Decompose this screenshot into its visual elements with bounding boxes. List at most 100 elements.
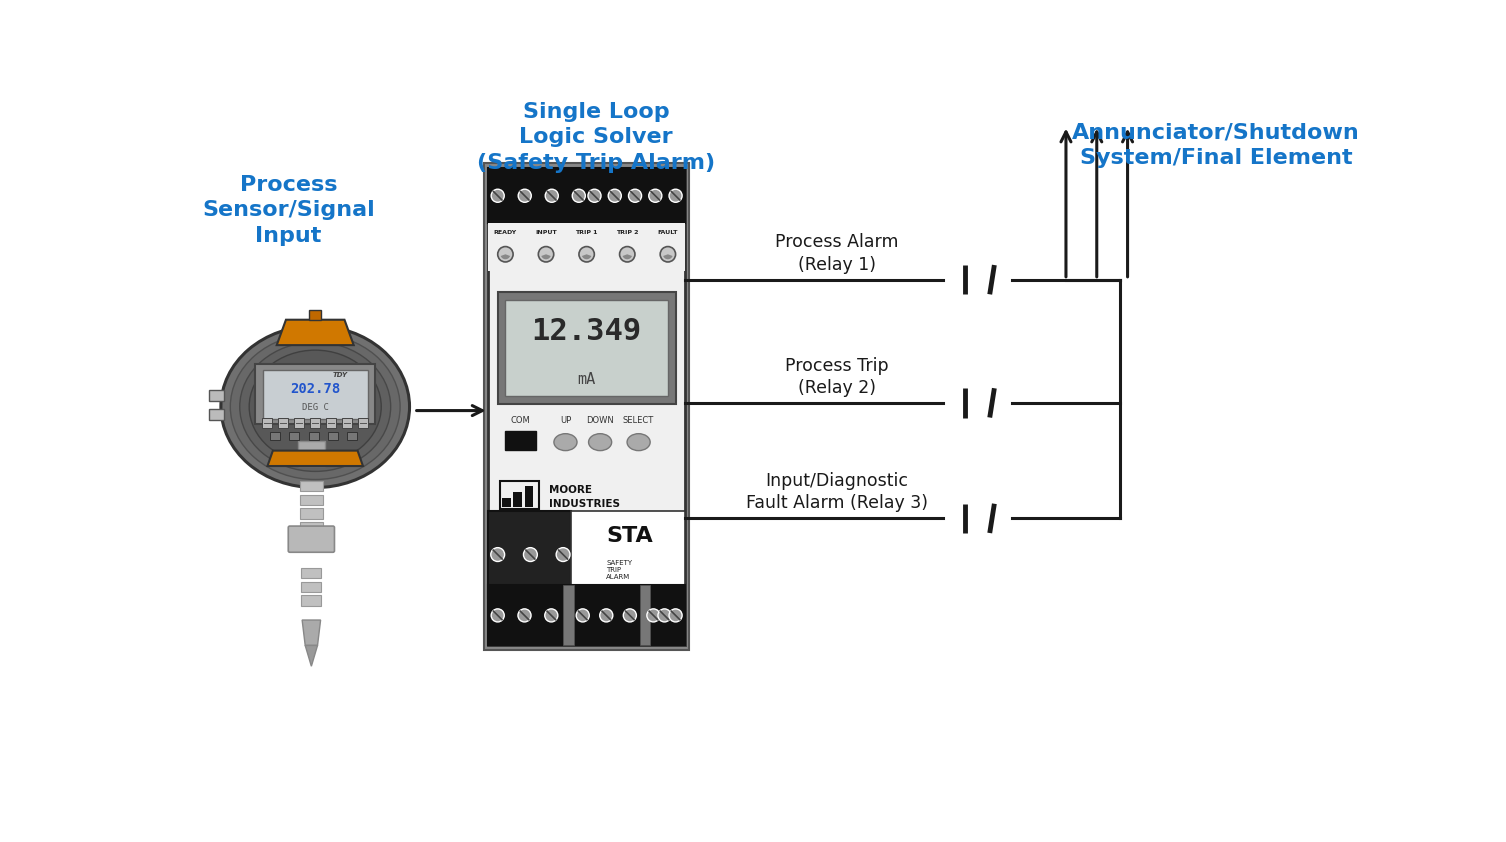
Text: STA: STA	[607, 525, 654, 546]
Ellipse shape	[230, 334, 401, 479]
Circle shape	[658, 609, 672, 622]
Bar	[298, 441, 325, 466]
Bar	[300, 481, 322, 492]
Bar	[488, 168, 685, 646]
Bar	[301, 595, 321, 606]
Bar	[506, 431, 536, 450]
Bar	[294, 418, 304, 429]
Text: 12.349: 12.349	[532, 317, 642, 345]
FancyBboxPatch shape	[264, 370, 367, 419]
Bar	[309, 311, 321, 320]
Circle shape	[497, 247, 514, 262]
Bar	[503, 498, 511, 507]
Circle shape	[608, 189, 622, 202]
Text: DEG C: DEG C	[301, 403, 328, 412]
Bar	[483, 163, 690, 650]
Circle shape	[545, 609, 557, 622]
Bar	[209, 409, 224, 420]
FancyBboxPatch shape	[255, 365, 375, 424]
Circle shape	[491, 609, 505, 622]
Wedge shape	[622, 254, 633, 259]
Circle shape	[649, 189, 661, 202]
Bar	[289, 432, 300, 440]
Bar	[497, 292, 676, 403]
Text: mA: mA	[577, 371, 596, 386]
Circle shape	[628, 189, 642, 202]
Ellipse shape	[248, 350, 381, 463]
Circle shape	[669, 609, 682, 622]
Bar	[506, 300, 667, 396]
Circle shape	[524, 547, 538, 562]
Bar	[488, 168, 685, 223]
Text: FAULT: FAULT	[658, 230, 678, 235]
Bar	[209, 390, 224, 401]
Text: Process Alarm
(Relay 1): Process Alarm (Relay 1)	[776, 233, 899, 274]
Text: Process Trip
(Relay 2): Process Trip (Relay 2)	[785, 356, 889, 397]
Text: SELECT: SELECT	[623, 416, 654, 425]
Circle shape	[572, 189, 586, 202]
Circle shape	[556, 547, 569, 562]
Ellipse shape	[239, 342, 390, 472]
Bar	[279, 418, 288, 429]
Ellipse shape	[221, 326, 410, 488]
Bar	[300, 509, 322, 520]
Circle shape	[518, 609, 532, 622]
Bar	[309, 432, 319, 440]
Circle shape	[599, 609, 613, 622]
Text: INPUT: INPUT	[535, 230, 557, 235]
Bar	[300, 522, 322, 533]
Text: Single Loop
Logic Solver
(Safety Trip Alarm): Single Loop Logic Solver (Safety Trip Al…	[477, 102, 715, 173]
Text: TRIP 2: TRIP 2	[616, 230, 639, 235]
Bar	[310, 418, 319, 429]
Wedge shape	[663, 254, 673, 259]
Ellipse shape	[554, 434, 577, 450]
Text: Annunciator/Shutdown
System/Final Element: Annunciator/Shutdown System/Final Elemen…	[1072, 122, 1360, 168]
Polygon shape	[303, 620, 321, 646]
Circle shape	[669, 189, 682, 202]
Bar	[325, 418, 336, 429]
Circle shape	[619, 247, 636, 262]
Text: MOORE: MOORE	[548, 485, 592, 495]
Circle shape	[660, 247, 676, 262]
Text: COM: COM	[511, 416, 530, 425]
Text: TRIP 1: TRIP 1	[575, 230, 598, 235]
Bar	[301, 568, 321, 578]
Bar	[348, 432, 357, 440]
Bar	[500, 482, 539, 509]
Bar	[563, 585, 574, 646]
Text: Process
Sensor/Signal
Input: Process Sensor/Signal Input	[202, 175, 375, 246]
Circle shape	[491, 189, 505, 202]
Wedge shape	[500, 254, 511, 259]
Text: TDY: TDY	[333, 372, 348, 378]
Polygon shape	[306, 646, 318, 666]
Bar	[514, 493, 523, 507]
Polygon shape	[277, 320, 354, 345]
Bar	[357, 418, 367, 429]
Text: 202.78: 202.78	[291, 382, 340, 396]
Circle shape	[578, 247, 595, 262]
Bar	[571, 511, 685, 598]
Bar	[488, 585, 685, 646]
Bar	[300, 494, 322, 505]
Bar	[524, 486, 533, 507]
Bar	[262, 418, 273, 429]
Circle shape	[577, 609, 589, 622]
Ellipse shape	[589, 434, 611, 450]
Circle shape	[518, 189, 532, 202]
Wedge shape	[581, 254, 592, 259]
Text: READY: READY	[494, 230, 517, 235]
Text: SAFETY
TRIP
ALARM: SAFETY TRIP ALARM	[607, 560, 633, 580]
Circle shape	[545, 189, 559, 202]
Bar	[270, 432, 280, 440]
Text: UP: UP	[560, 416, 571, 425]
Text: Input/Diagnostic
Fault Alarm (Relay 3): Input/Diagnostic Fault Alarm (Relay 3)	[745, 472, 928, 512]
Circle shape	[491, 547, 505, 562]
Bar	[342, 418, 352, 429]
Text: DOWN: DOWN	[586, 416, 614, 425]
Wedge shape	[541, 254, 551, 259]
Bar	[301, 582, 321, 592]
Bar	[640, 585, 651, 646]
Bar	[328, 432, 337, 440]
Circle shape	[587, 189, 601, 202]
Circle shape	[648, 609, 660, 622]
